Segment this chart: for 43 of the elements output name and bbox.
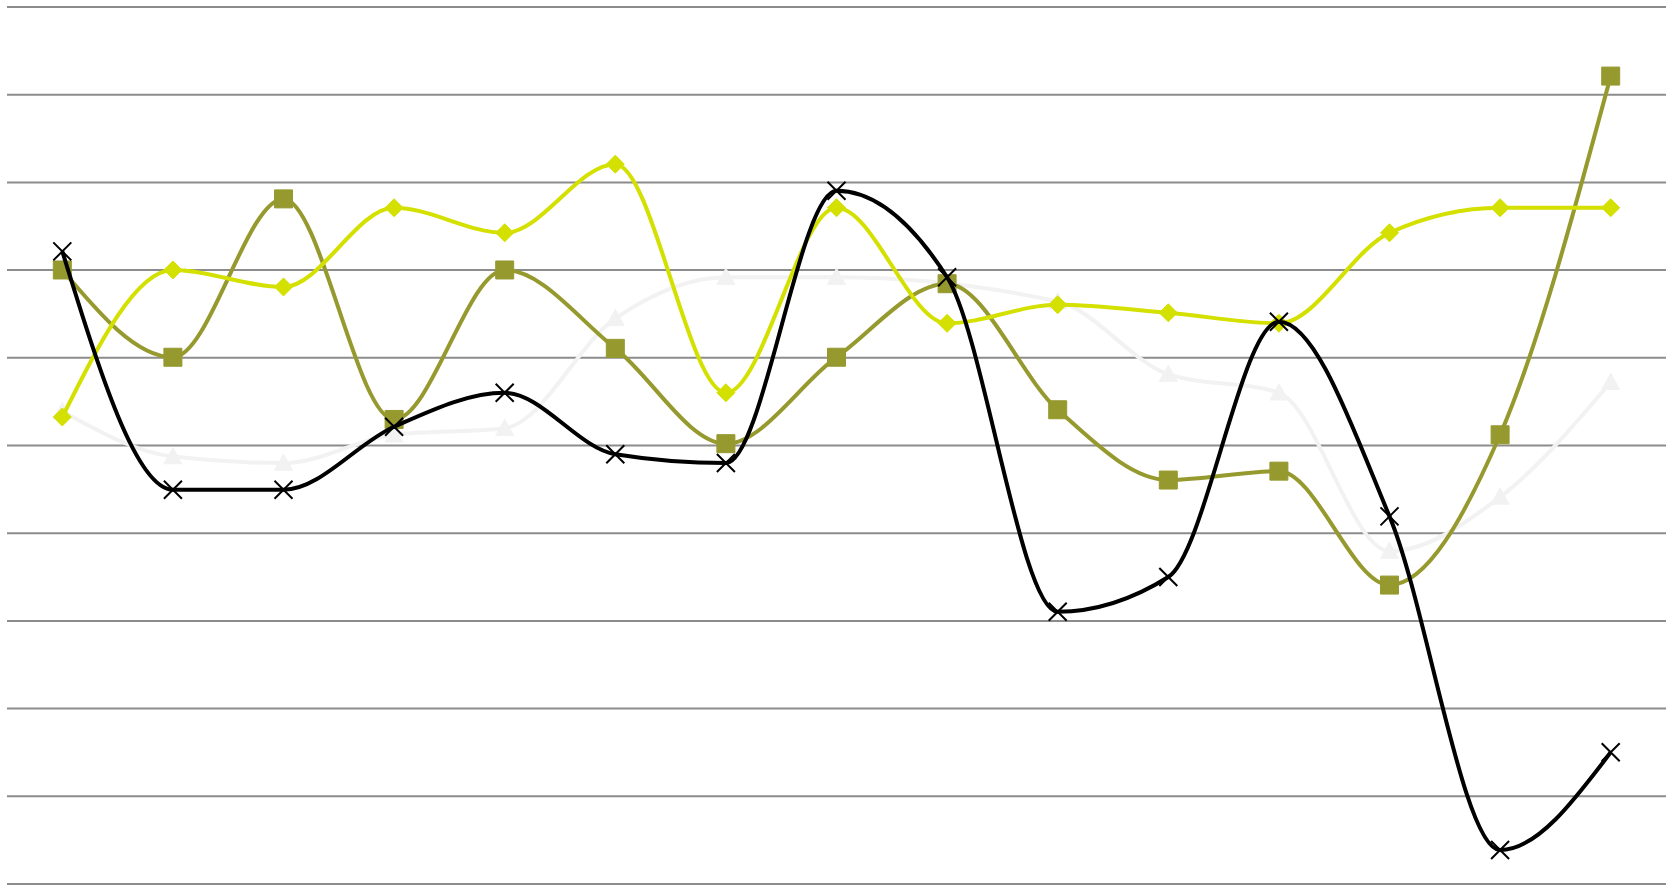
point <box>52 241 73 262</box>
point <box>1380 223 1399 243</box>
point <box>827 347 846 367</box>
point <box>163 447 183 465</box>
point <box>1601 66 1621 86</box>
point <box>162 479 183 500</box>
point <box>715 453 736 474</box>
point <box>52 407 72 427</box>
point <box>1048 400 1068 420</box>
point <box>1158 303 1178 323</box>
point <box>716 383 736 403</box>
point <box>495 223 515 243</box>
point <box>1490 425 1510 445</box>
point <box>384 416 405 437</box>
point <box>1158 470 1178 490</box>
point <box>495 260 515 280</box>
point <box>716 434 736 454</box>
point <box>1490 840 1511 861</box>
point <box>827 198 846 218</box>
point <box>1380 575 1399 595</box>
point <box>605 444 626 465</box>
point <box>494 382 515 403</box>
point <box>827 267 846 285</box>
point <box>937 267 958 288</box>
point <box>605 338 625 358</box>
point <box>937 313 957 333</box>
point <box>605 154 625 174</box>
point <box>1158 566 1179 587</box>
point <box>1490 198 1510 218</box>
point <box>274 277 293 297</box>
point <box>1600 742 1621 763</box>
point <box>163 347 183 367</box>
point <box>1269 461 1289 481</box>
point <box>384 198 404 218</box>
point <box>1047 601 1068 622</box>
point <box>274 189 293 209</box>
point <box>273 479 294 500</box>
point <box>716 267 736 285</box>
point <box>1601 198 1621 218</box>
point <box>826 180 847 201</box>
point <box>1380 541 1399 559</box>
point <box>163 260 183 280</box>
point <box>1379 506 1400 527</box>
